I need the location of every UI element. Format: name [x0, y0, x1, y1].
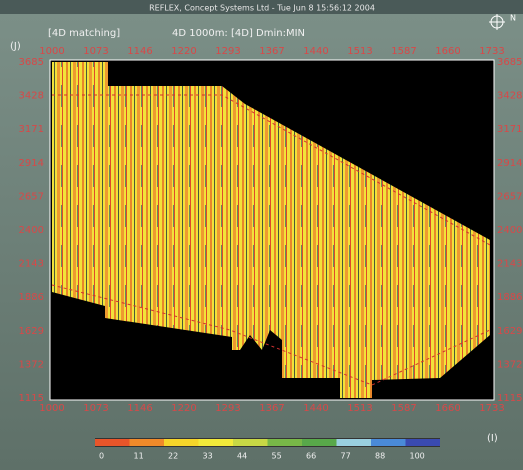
y-tick-label-right: 3685 [497, 57, 522, 68]
x-tick-label-top: 1733 [479, 46, 504, 57]
y-tick-label-right: 3171 [497, 124, 522, 135]
colorbar-segment [268, 439, 303, 446]
y-tick-label-left: 1372 [19, 359, 44, 370]
y-tick-label-left: 2657 [19, 191, 44, 202]
colorbar-segment [199, 439, 234, 446]
x-tick-label-bottom: 1367 [259, 403, 284, 414]
y-tick-label-left: 3685 [19, 57, 44, 68]
colorbar-segment [406, 439, 441, 446]
x-tick-label-bottom: 1733 [479, 403, 504, 414]
x-tick-label-top: 1293 [215, 46, 240, 57]
colorbar-label: 55 [272, 452, 282, 461]
y-tick-label-right: 2143 [497, 259, 522, 270]
x-tick-label-bottom: 1146 [127, 403, 152, 414]
colorbar-segment [130, 439, 165, 446]
window-title: REFLEX, Concept Systems Ltd - Tue Jun 8 … [149, 4, 375, 13]
colorbar-label: 11 [134, 452, 144, 461]
x-tick-label-bottom: 1073 [83, 403, 108, 414]
y-tick-label-left: 3428 [19, 91, 44, 102]
colorbar-segment [164, 439, 199, 446]
colorbar-label: 88 [375, 452, 385, 461]
y-tick-label-left: 1115 [19, 393, 44, 404]
y-tick-label-right: 1115 [497, 393, 522, 404]
colorbar-segment [95, 439, 130, 446]
y-tick-label-left: 2400 [19, 225, 44, 236]
x-axis-label: (I) [487, 433, 498, 444]
x-tick-label-bottom: 1587 [391, 403, 416, 414]
colorbar-label: 44 [237, 452, 247, 461]
colorbar-label: 66 [306, 452, 316, 461]
x-tick-label-top: 1367 [259, 46, 284, 57]
colorbar-segment [337, 439, 372, 446]
page: REFLEX, Concept Systems Ltd - Tue Jun 8 … [0, 0, 523, 470]
subtitle: 4D 1000m: [4D] Dmin:MIN [172, 28, 305, 39]
y-tick-label-right: 1886 [497, 292, 522, 303]
y-tick-label-left: 2143 [19, 259, 44, 270]
x-tick-label-top: 1513 [347, 46, 372, 57]
colorbar-segment [233, 439, 268, 446]
y-tick-label-left: 3171 [19, 124, 44, 135]
x-tick-label-bottom: 1220 [171, 403, 196, 414]
x-tick-label-bottom: 1660 [435, 403, 460, 414]
x-tick-label-top: 1220 [171, 46, 196, 57]
x-tick-label-top: 1587 [391, 46, 416, 57]
x-tick-label-top: 1440 [303, 46, 328, 57]
y-tick-label-right: 1372 [497, 359, 522, 370]
y-tick-label-right: 2914 [497, 158, 522, 169]
colorbar-label: 77 [341, 452, 351, 461]
x-tick-label-top: 1073 [83, 46, 108, 57]
y-tick-label-left: 1886 [19, 292, 44, 303]
colorbar-label: 0 [99, 452, 104, 461]
x-tick-label-top: 1146 [127, 46, 152, 57]
colorbar-segment [302, 439, 337, 446]
x-tick-label-bottom: 1440 [303, 403, 328, 414]
colorbar-label: 22 [168, 452, 178, 461]
x-tick-label-top: 1660 [435, 46, 460, 57]
x-tick-label-bottom: 1000 [39, 403, 64, 414]
colorbar-segment [371, 439, 406, 446]
x-tick-label-bottom: 1513 [347, 403, 372, 414]
mode-label: [4D matching] [48, 28, 120, 39]
y-tick-label-right: 2400 [497, 225, 522, 236]
y-tick-label-right: 2657 [497, 191, 522, 202]
north-label: N [510, 14, 516, 23]
x-tick-label-top: 1000 [39, 46, 64, 57]
colorbar-label: 33 [203, 452, 213, 461]
y-axis-label: (J) [10, 41, 21, 52]
screen: REFLEX, Concept Systems Ltd - Tue Jun 8 … [0, 0, 523, 470]
y-tick-label-left: 1629 [19, 326, 44, 337]
x-tick-label-bottom: 1293 [215, 403, 240, 414]
y-tick-label-left: 2914 [19, 158, 44, 169]
colorbar-label: 100 [410, 452, 425, 461]
y-tick-label-right: 1629 [497, 326, 522, 337]
y-tick-label-right: 3428 [497, 91, 522, 102]
